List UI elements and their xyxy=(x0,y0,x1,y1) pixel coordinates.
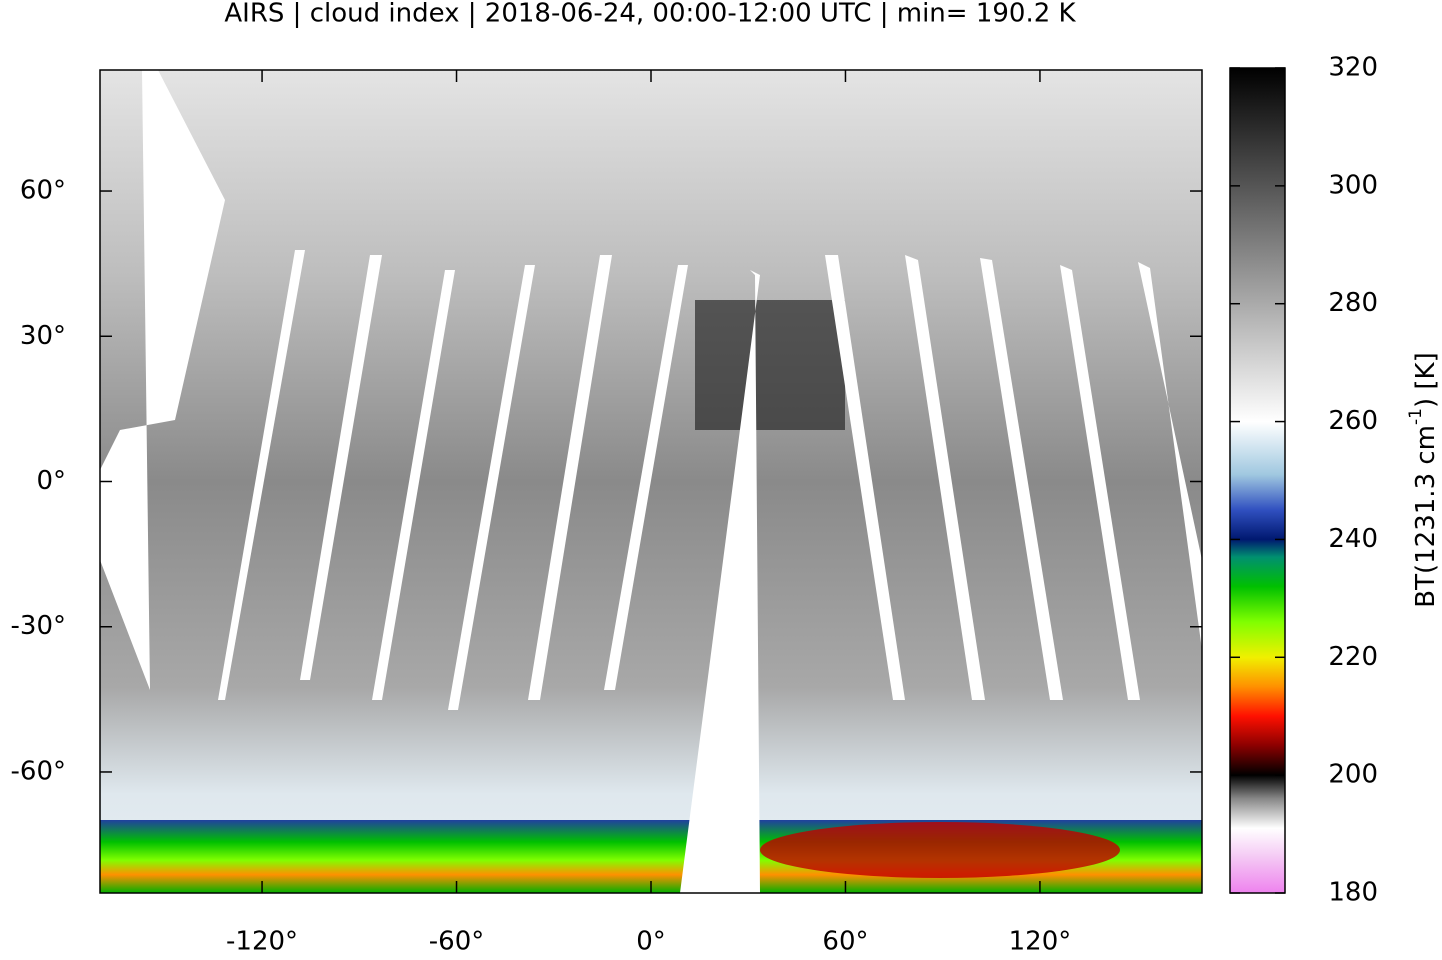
map xyxy=(100,70,1202,893)
colorbar-label-text: ) [K] xyxy=(1411,352,1441,408)
y-tick-label: -60° xyxy=(11,756,66,786)
colorbar-tick-label: 200 xyxy=(1328,760,1378,790)
y-tick-label: 60° xyxy=(20,176,66,206)
chart-title: AIRS | cloud index | 2018-06-24, 00:00-1… xyxy=(224,0,1076,29)
colorbar-tick-label: 260 xyxy=(1328,406,1378,436)
colorbar xyxy=(1229,67,1286,894)
colorbar-tick-label: 280 xyxy=(1328,288,1378,318)
colorbar-tick-label: 320 xyxy=(1328,53,1378,83)
colorbar-tick-label: 220 xyxy=(1328,642,1378,672)
colorbar-tick-label: 180 xyxy=(1328,878,1378,908)
x-tick-label: -120° xyxy=(226,927,298,957)
colorbar-label-superscript: -1 xyxy=(1406,408,1426,425)
x-tick-label: 120° xyxy=(1009,927,1072,957)
map-dark-region xyxy=(695,300,845,430)
y-tick-label: 0° xyxy=(36,466,66,496)
colorbar-tick-label: 300 xyxy=(1328,170,1378,200)
colorbar-label: BT(1231.3 cm-1) [K] xyxy=(1406,352,1441,607)
map-cold-region xyxy=(760,822,1120,878)
data-gaps xyxy=(100,70,1202,893)
colorbar-label-text: BT(1231.3 cm xyxy=(1411,425,1441,608)
colorbar-tick-label: 240 xyxy=(1328,524,1378,554)
x-tick-label: -60° xyxy=(429,927,484,957)
x-tick-label: 0° xyxy=(636,927,666,957)
x-tick-label: 60° xyxy=(822,927,868,957)
y-tick-label: -30° xyxy=(11,611,66,641)
map-background xyxy=(100,70,1202,893)
y-tick-label: 30° xyxy=(20,321,66,351)
